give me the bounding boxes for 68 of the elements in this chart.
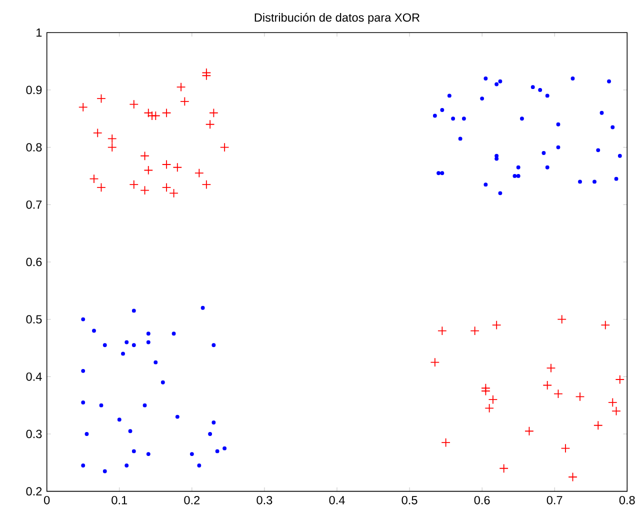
point [441,438,450,448]
point [499,464,508,474]
point [169,188,178,198]
point [546,363,556,373]
point [524,426,534,436]
point [600,320,610,330]
point [612,406,621,416]
point [180,96,190,106]
x-tick-label: 0.5 [402,496,418,504]
point [107,134,117,144]
y-tick-label: 0.8 [26,143,42,152]
point [557,314,567,324]
y-tick-label: 0.4 [26,372,42,381]
x-tick-label: 0.7 [546,496,562,504]
point [78,102,88,112]
point [176,82,186,92]
point [205,120,215,129]
point [608,398,618,408]
point [172,162,182,172]
point [488,394,498,404]
x-tick-label: 0.3 [256,496,272,504]
point [162,108,172,118]
chart-title: Distribución de datos para XOR [254,12,420,24]
point [470,326,480,336]
point [209,108,218,118]
point [202,68,212,78]
point [162,160,172,170]
y-tick-label: 0.6 [26,258,42,266]
point [554,389,563,398]
point [542,380,552,390]
point [150,111,160,120]
point [129,100,139,109]
point [140,186,150,195]
point [140,151,150,161]
y-tick-label: 1 [36,28,42,37]
point [194,168,204,178]
x-tick-label: 0.2 [184,496,200,504]
point [107,142,117,152]
x-tick-label: 0.4 [329,496,345,504]
y-tick-label: 0.3 [26,430,42,438]
y-tick-label: 0.2 [26,487,42,496]
point [129,180,139,190]
point [484,403,494,413]
point [162,182,172,192]
point [144,108,154,118]
point [568,472,578,482]
point [430,358,440,367]
point [481,386,490,396]
point [92,128,102,138]
x-tick-label: 0.8 [619,496,635,504]
point [220,142,230,152]
y-tick-label: 0.7 [26,200,42,209]
y-tick-label: 0.9 [26,86,42,94]
point [96,94,106,104]
point [89,174,99,184]
x-tick-label: 0.1 [112,496,128,504]
x-tick-label: 0.6 [474,496,490,504]
point [144,166,154,175]
point [438,326,447,336]
point [492,320,502,330]
x-tick-label: 0 [44,496,50,504]
point [615,374,625,384]
point [202,180,212,190]
point [575,392,585,402]
point [96,182,106,192]
y-tick-label: 0.5 [26,315,42,324]
point [593,420,603,430]
point [560,444,570,453]
